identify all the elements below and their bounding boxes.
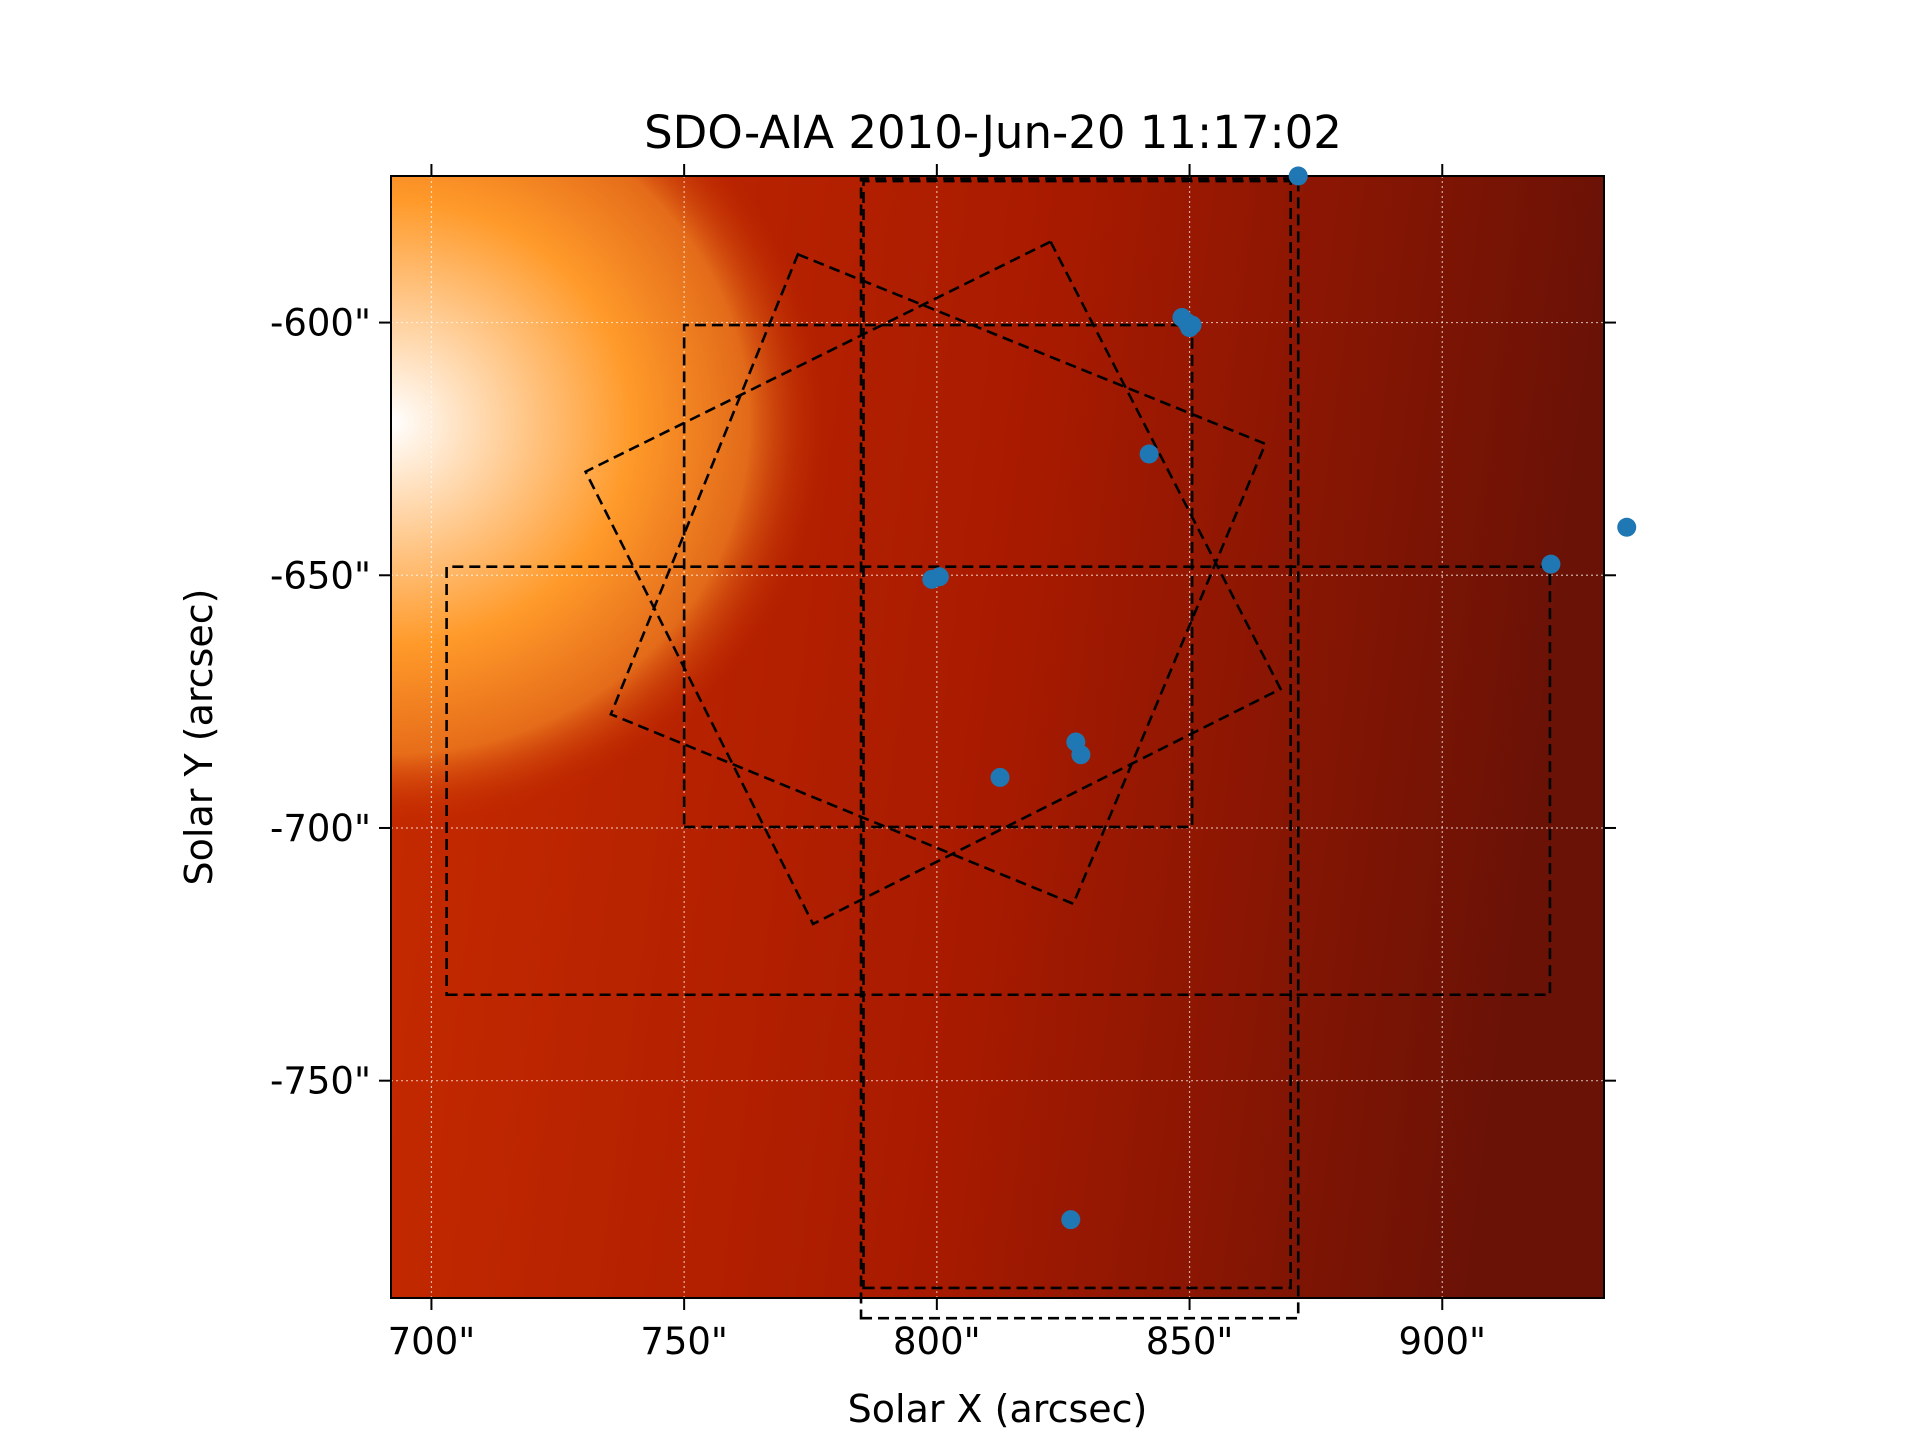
y-tick-label: -700" bbox=[270, 807, 371, 850]
y-tick-label: -750" bbox=[270, 1060, 371, 1103]
dashed-box-6 bbox=[583, 239, 1283, 926]
solar-limb-emission bbox=[391, 176, 1604, 1298]
x-tick-label: 750" bbox=[640, 1320, 728, 1363]
x-tick-label: 900" bbox=[1398, 1320, 1486, 1363]
y-tick-label: -600" bbox=[270, 302, 371, 345]
dashed-box-4 bbox=[859, 177, 1300, 1320]
chart-title: SDO-AIA 2010-Jun-20 11:17:02 bbox=[644, 106, 1342, 159]
x-tick-label: 700" bbox=[388, 1320, 476, 1363]
scatter-point-12 bbox=[1071, 745, 1091, 765]
scatter-point-9 bbox=[1541, 554, 1561, 574]
scatter-point-8 bbox=[929, 567, 949, 587]
scatter-point-10 bbox=[1617, 517, 1637, 537]
scatter-points bbox=[922, 166, 1637, 1230]
y-axis-label: Solar Y (arcsec) bbox=[177, 589, 221, 886]
scatter-point-6 bbox=[1139, 444, 1159, 464]
scatter-point-5 bbox=[1182, 315, 1202, 335]
y-tick-label: -650" bbox=[270, 554, 371, 597]
scatter-point-14 bbox=[1061, 1210, 1081, 1230]
x-tick-label: 850" bbox=[1146, 1320, 1234, 1363]
dashed-box-5 bbox=[609, 252, 1268, 906]
scatter-point-1 bbox=[1288, 166, 1308, 186]
x-tick-label: 800" bbox=[893, 1320, 981, 1363]
axis-ticks: 700" 750" 800" 850" 900" -600" -650" -700" -750" bbox=[270, 164, 1616, 1363]
scatter-point-13 bbox=[990, 767, 1010, 787]
axes-frame bbox=[390, 175, 1605, 1299]
solar-image bbox=[391, 176, 1604, 1298]
x-axis-label: Solar X (arcsec) bbox=[848, 1387, 1148, 1431]
